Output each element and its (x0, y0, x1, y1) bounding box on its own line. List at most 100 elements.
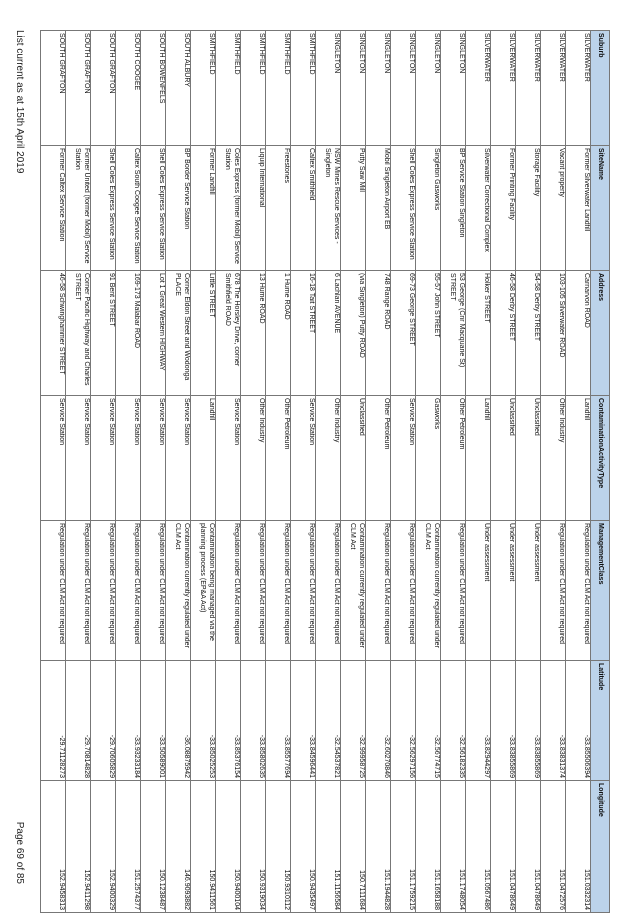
table-cell: Caltex Smithfield (290, 145, 316, 271)
table-cell: SOUTH GRAFTON (40, 30, 66, 146)
table-cell: Silverwater Correctional Complex (465, 145, 491, 271)
header-cell: ManagementClass (590, 520, 610, 661)
table-cell: -36.08875942 (165, 660, 191, 781)
table-cell: SOUTH GRAFTON (90, 30, 116, 146)
table-cell: -33.83855869 (515, 660, 541, 781)
header-cell: SiteName (590, 145, 610, 271)
table-cell: Vacant property (540, 145, 566, 271)
table-cell: 152.9411298 (65, 780, 91, 913)
table-cell: Regulation under CLM Act not required (40, 520, 66, 661)
table-cell: 46-58 Derby STREET (490, 270, 516, 396)
table-row: SMITHFIELD Liquip International 13 Hume RO… (240, 30, 266, 913)
table-cell: 151.0478649 (490, 780, 516, 913)
table-row: SOUTH GRAFTON Former United (former Mobil… (65, 30, 91, 913)
table-cell: Other Petroleum (265, 395, 291, 521)
table-cell: SOUTH COOGEE (115, 30, 141, 146)
table-cell: SOUTH BOWENFELS (140, 30, 166, 146)
table-cell: 151.1759215 (390, 780, 416, 913)
table-cell: 91 Bent STREET (90, 270, 116, 396)
table-cell: -29.71128273 (40, 660, 66, 781)
table-cell: Service Station (65, 395, 91, 521)
table-cell: 748 Range ROAD (365, 270, 391, 396)
table-cell: 150.9310112 (265, 780, 291, 913)
table-cell: SINGLETON (415, 30, 441, 146)
table-cell: Caltex South Coogee Service Station (115, 145, 141, 271)
table-cell: BP Border Service Station (165, 145, 191, 271)
header-cell: Suburb (590, 30, 610, 146)
table-cell: -33.84596441 (290, 660, 316, 781)
table-cell: SILVERWATER (515, 30, 541, 146)
table-cell: Service Station (215, 395, 241, 521)
table-cell: Regulation under CLM Act not required (290, 520, 316, 661)
table-cell: -33.83831374 (540, 660, 566, 781)
table-cell: Liquip International (240, 145, 266, 271)
table-row: SOUTH BOWENFELS Shell Coles Express Servi… (140, 30, 166, 913)
table-cell: Regulation under CLM Act not required (240, 520, 266, 661)
header-cell: ContaminationActivityType (590, 395, 610, 521)
header-cell: Address (590, 270, 610, 396)
table-cell: -33.85577694 (265, 660, 291, 781)
table-cell: -33.50589001 (140, 660, 166, 781)
table-cell: Landfill (190, 395, 216, 521)
table-cell: Other Petroleum (440, 395, 466, 521)
table-cell: -32.56774715 (415, 660, 441, 781)
table-cell: -32.60270846 (365, 660, 391, 781)
table-cell: Regulation under CLM Act not required (440, 520, 466, 661)
table-cell: Service Station (390, 395, 416, 521)
table-cell: 150.9400104 (215, 780, 241, 913)
table-cell: Service Station (290, 395, 316, 521)
table-cell: Contamination currently regulated under … (415, 520, 441, 661)
table-cell: Shell Coles Express Service Station (90, 145, 116, 271)
table-cell: 151.1658188 (415, 780, 441, 913)
table-cell: Under assessment (490, 520, 516, 661)
table-cell: Coles Express (former Mobil) Service Sta… (215, 145, 241, 271)
table-cell: Freestones (265, 145, 291, 271)
table-cell: 150.9435497 (290, 780, 316, 913)
table-cell: SMITHFIELD (190, 30, 216, 146)
table-cell: SMITHFIELD (265, 30, 291, 146)
table-cell: 169-173 Malabar ROAD (115, 270, 141, 396)
table-cell: Corner Eldon Street and Wodonga PLACE (165, 270, 191, 396)
table-row: SOUTH GRAFTON Former Caltex Service Stati… (40, 30, 66, 913)
table-cell: 151.1944828 (365, 780, 391, 913)
table-cell: 678 The Horsley Drive, corner Smithfield… (215, 270, 241, 396)
table-row: SILVERWATER Storage Facility 54-58 Derby S… (515, 30, 541, 913)
table-cell: Landfill (465, 395, 491, 521)
table-cell: Under assessment (515, 520, 541, 661)
table-cell: SILVERWATER (540, 30, 566, 146)
table-cell: 150.9319034 (240, 780, 266, 913)
table-cell: 150.7111684 (340, 780, 366, 913)
table-cell: 16-18 Tait STREET (290, 270, 316, 396)
table-cell: -33.85506394 (565, 660, 591, 781)
table-cell: Regulation under CLM Act not required (540, 520, 566, 661)
table-cell: Little STREET (190, 270, 216, 396)
table-cell: Regulation under CLM Act not required (265, 520, 291, 661)
table-cell: 103-105 Silverwater ROAD (540, 270, 566, 396)
table-cell: -32.56182335 (440, 660, 466, 781)
table-cell: SILVERWATER (490, 30, 516, 146)
table-cell: Unclassified (340, 395, 366, 521)
table-cell: Lot 1 Great Western HIGHWAY (140, 270, 166, 396)
table-row: SOUTH GRAFTON Shell Coles Express Service… (90, 30, 116, 913)
table-cell: SINGLETON (365, 30, 391, 146)
table-row: SINGLETON Shell Coles Express Service Sta… (390, 30, 416, 913)
table-row: SILVERWATER Former Printing Facility 46-58… (490, 30, 516, 913)
table-cell: Landfill (565, 395, 591, 521)
header-row: Suburb SiteName Address ContaminationActivi… (590, 30, 610, 913)
table-cell: Regulation under CLM Act not required (565, 520, 591, 661)
table-cell: Other Industry (240, 395, 266, 521)
table-cell: SINGLETON (340, 30, 366, 146)
table-row: SINGLETON Putty Saw Mill (via Singleton) P… (340, 30, 366, 913)
table-cell: -33.82944297 (465, 660, 491, 781)
table-cell: Former Printing Facility (490, 145, 516, 271)
table-cell: -32.99958725 (340, 660, 366, 781)
table-row: SOUTH ALBURY BP Border Service Station Cor… (165, 30, 191, 913)
table-cell: Carnarvon ROAD (565, 270, 591, 396)
table-cell: 151.1748054 (440, 780, 466, 913)
table-cell: Regulation under CLM Act not required (215, 520, 241, 661)
table-cell: Contamination being managed via the plan… (190, 520, 216, 661)
table-cell: Under assessment (465, 520, 491, 661)
table-cell: 69-73 George STREET (390, 270, 416, 396)
table-cell: SOUTH ALBURY (165, 30, 191, 146)
table-cell: -33.85802635 (240, 660, 266, 781)
